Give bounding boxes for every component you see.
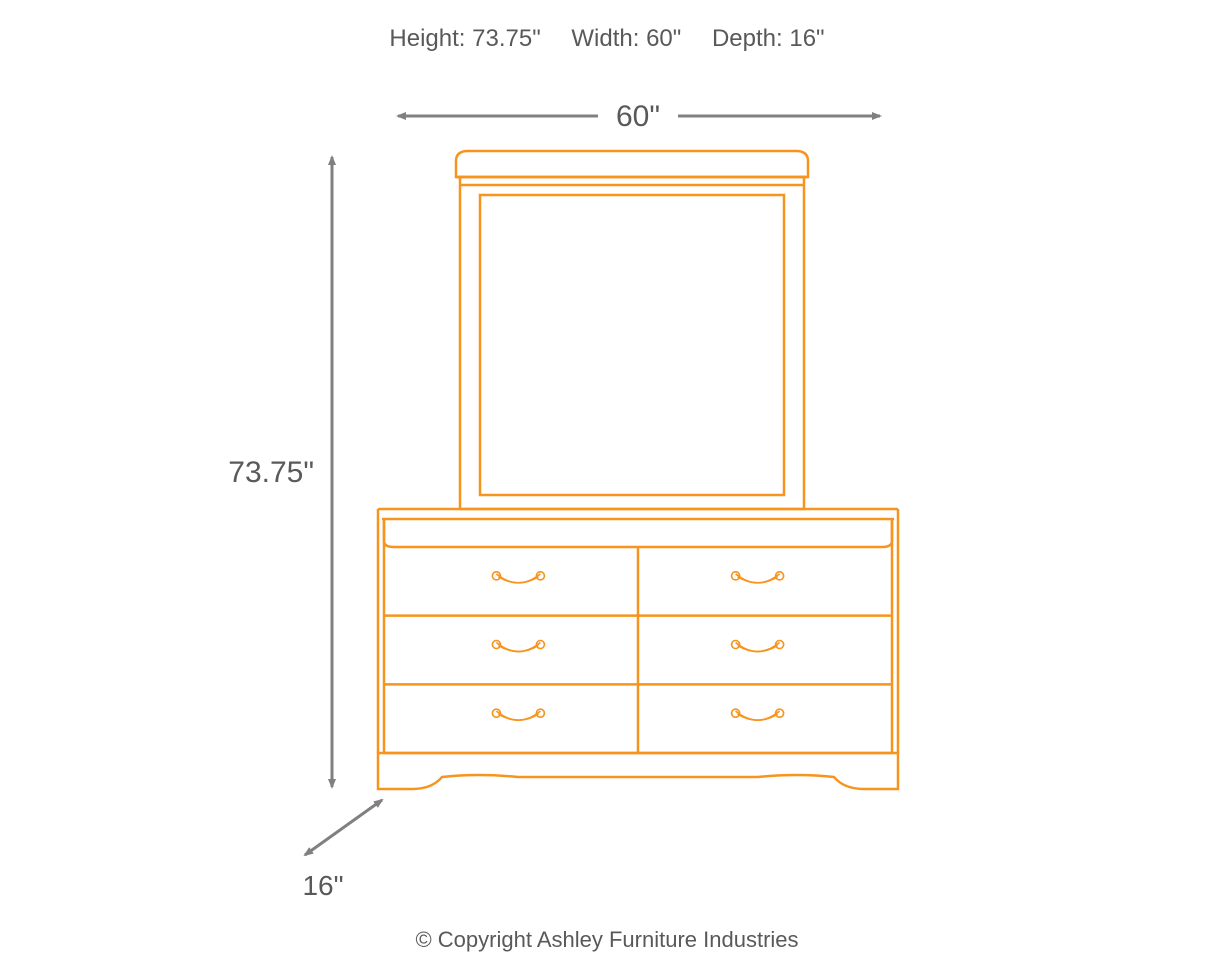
dresser-diagram: 60" 73.75" 16" (0, 0, 1214, 971)
height-dimension-text: 73.75" (228, 456, 314, 489)
depth-dimension-text: 16" (302, 870, 343, 901)
width-dimension-text: 60" (616, 100, 660, 133)
copyright-text: © Copyright Ashley Furniture Industries (0, 927, 1214, 953)
